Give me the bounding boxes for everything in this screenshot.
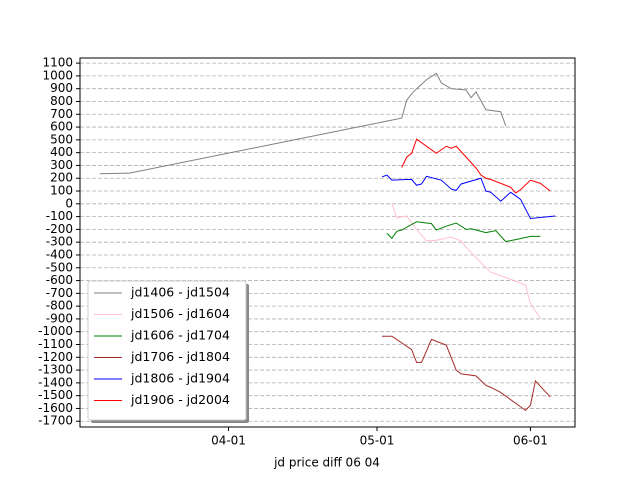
y-tick-label: 500 [50, 132, 73, 146]
y-tick-label: 300 [50, 158, 73, 172]
series-line [99, 72, 507, 175]
series-line [401, 138, 551, 194]
y-tick-label: -800 [46, 299, 73, 313]
y-tick-label: 1000 [42, 68, 73, 82]
y-tick-label: 100 [50, 184, 73, 198]
y-tick-label: -1700 [38, 414, 73, 428]
y-tick-label: 600 [50, 120, 73, 134]
y-tick-label: -600 [46, 273, 73, 287]
y-tick-label: -300 [46, 235, 73, 249]
legend-label: jd1506 - jd1604 [130, 306, 230, 321]
y-tick-label: -100 [46, 209, 73, 223]
y-tick-label: -1400 [38, 375, 73, 389]
legend: jd1406 - jd1504 jd1506 - jd1604 jd1606 - j… [87, 280, 249, 423]
y-tick-label: -400 [46, 247, 73, 261]
series-line [381, 335, 551, 412]
y-tick-label: 900 [50, 81, 73, 95]
y-tick-label: -1100 [38, 337, 73, 351]
y-tick-label: -900 [46, 311, 73, 325]
y-tick-label: 1100 [42, 56, 73, 70]
y-tick-label: 800 [50, 94, 73, 108]
x-tick-label: 06-01 [513, 434, 548, 448]
y-tick-label: 700 [50, 107, 73, 121]
x-axis-label: jd price diff 06 04 [273, 456, 380, 470]
y-tick-label: -500 [46, 260, 73, 274]
series-line [381, 174, 556, 220]
y-tick-label: 0 [65, 196, 73, 210]
y-tick-label: 200 [50, 171, 73, 185]
y-tick-label: -1000 [38, 324, 73, 338]
y-tick-label: -1200 [38, 350, 73, 364]
y-tick-label: -700 [46, 286, 73, 300]
legend-label: jd1706 - jd1804 [130, 349, 230, 364]
x-tick-label: 04-01 [211, 434, 246, 448]
y-tick-label: -200 [46, 222, 73, 236]
y-tick-label: -1600 [38, 401, 73, 415]
legend-label: jd1406 - jd1504 [130, 285, 230, 300]
series-line [386, 221, 541, 243]
legend-box [87, 280, 247, 421]
legend-label: jd1806 - jd1904 [130, 371, 230, 386]
x-tick-label: 05-01 [360, 434, 395, 448]
y-tick-label: -1300 [38, 363, 73, 377]
y-tick-label: -1500 [38, 388, 73, 402]
series-line [391, 203, 541, 319]
legend-label: jd1606 - jd1704 [130, 328, 230, 343]
legend-label: jd1906 - jd2004 [130, 392, 230, 407]
y-tick-label: 400 [50, 145, 73, 159]
plot-frame [79, 57, 576, 428]
